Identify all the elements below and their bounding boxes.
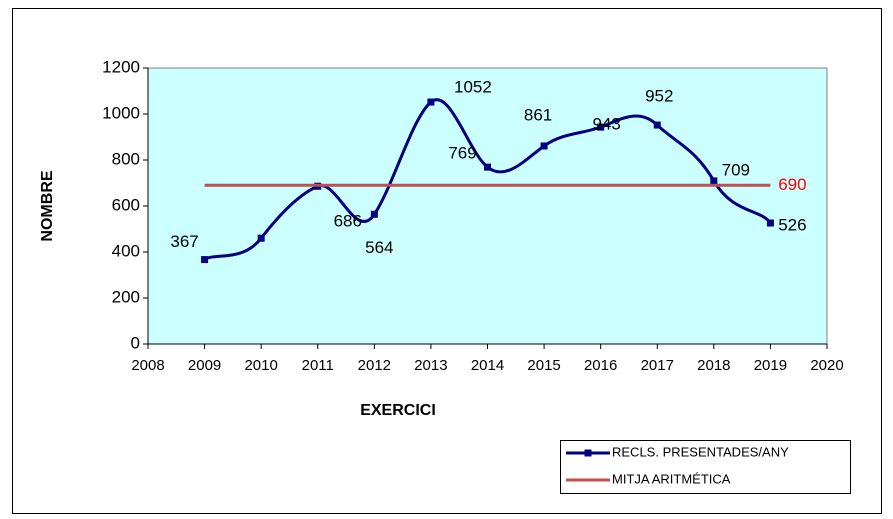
x-tick-label: 2016 <box>584 357 617 374</box>
y-tick-label: 400 <box>112 241 140 260</box>
legend-label: RECLS. PRESENTADES/ANY <box>612 444 789 459</box>
legend <box>560 440 851 494</box>
x-tick-label: 2014 <box>471 357 504 374</box>
marker <box>597 123 605 131</box>
y-tick-label: 1200 <box>102 57 140 76</box>
x-tick-label: 2009 <box>188 357 221 374</box>
data-label: 686 <box>334 212 362 231</box>
data-label: 564 <box>365 238 393 257</box>
marker <box>653 121 661 129</box>
y-tick-label: 1000 <box>102 103 140 122</box>
x-tick-label: 2018 <box>697 357 730 374</box>
x-tick-label: 2017 <box>641 357 674 374</box>
y-tick-label: 200 <box>112 287 140 306</box>
x-tick-label: 2008 <box>131 357 164 374</box>
marker <box>201 256 209 264</box>
marker <box>766 219 774 227</box>
plot-area <box>147 67 828 345</box>
marker <box>540 142 548 150</box>
series-line <box>203 98 772 261</box>
data-label: 709 <box>722 160 750 179</box>
legend-marker <box>584 449 592 457</box>
x-tick-label: 2013 <box>414 357 447 374</box>
x-tick-label: 2011 <box>302 357 334 374</box>
y-tick-label: 800 <box>112 149 140 168</box>
x-tick-label: 2012 <box>358 357 391 374</box>
y-tick-label: 0 <box>131 333 140 352</box>
data-label: 769 <box>448 144 476 163</box>
data-label: 526 <box>778 216 806 235</box>
data-label: 952 <box>645 87 673 106</box>
data-label: 861 <box>524 105 552 124</box>
x-tick-label: 2015 <box>527 357 560 374</box>
x-tick-label: 2019 <box>754 357 787 374</box>
marker <box>427 98 435 106</box>
data-label: 690 <box>778 175 806 194</box>
x-tick-label: 2020 <box>810 357 843 374</box>
x-axis-label: EXERCICI <box>360 402 436 419</box>
marker <box>257 234 265 242</box>
marker <box>370 210 378 218</box>
data-label: 943 <box>592 115 620 134</box>
marker <box>484 163 491 171</box>
y-axis-label: NOMBRE <box>39 170 56 241</box>
data-label: 1052 <box>454 78 492 97</box>
x-tick-label: 2010 <box>244 357 277 374</box>
data-label: 367 <box>170 232 198 251</box>
y-tick-label: 600 <box>112 195 140 214</box>
legend-label: MITJA ARITMÉTICA <box>612 471 731 486</box>
marker <box>710 177 718 185</box>
